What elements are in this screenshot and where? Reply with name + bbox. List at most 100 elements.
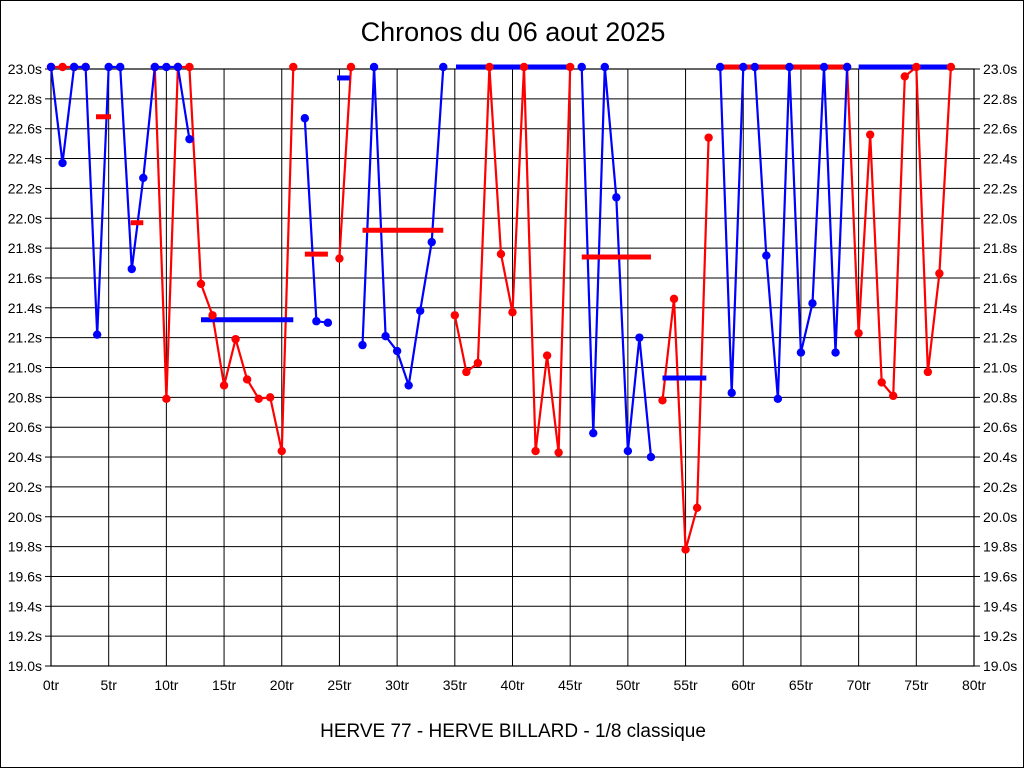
red-laps-point	[889, 391, 898, 401]
footer-caption: HERVE 77 - HERVE BILLARD - 1/8 classique	[320, 721, 706, 742]
y-axis-tick-label-left: 23.0s	[8, 61, 42, 77]
x-axis-tick-label: 45tr	[558, 677, 582, 693]
blue-laps-point	[139, 173, 148, 183]
blue-laps-point	[750, 62, 759, 72]
blue-laps-point	[116, 62, 125, 72]
y-axis-tick-label-left: 21.6s	[8, 270, 42, 286]
blue-laps-point	[369, 62, 379, 72]
blue-laps-point	[577, 62, 586, 72]
red-laps-point	[658, 396, 667, 405]
blue-laps-point	[69, 62, 79, 72]
red-laps-point	[450, 311, 460, 320]
blue-laps-point	[104, 62, 113, 72]
blue-laps-point	[785, 62, 794, 72]
blue-laps-point	[150, 62, 160, 72]
red-laps-point	[704, 133, 713, 142]
y-axis-tick-label-left: 19.6s	[8, 568, 42, 584]
red-laps-point	[877, 378, 886, 387]
blue-laps-point	[762, 251, 771, 260]
y-axis-tick-label-left: 21.8s	[8, 240, 42, 256]
y-axis-tick-label-right: 22.8s	[983, 91, 1017, 107]
red-laps-point	[865, 130, 875, 139]
y-axis-tick-label-left: 22.0s	[8, 210, 42, 226]
red-laps-point	[289, 62, 298, 72]
blue-laps-point	[127, 264, 136, 274]
blue-laps-point	[404, 381, 413, 390]
blue-laps-point	[831, 348, 840, 357]
y-axis-tick-label-right: 19.2s	[983, 628, 1017, 644]
y-axis-tick-label-left: 22.4s	[8, 151, 42, 167]
red-laps-point	[485, 62, 494, 72]
y-axis-tick-label-left: 22.2s	[8, 180, 42, 196]
blue-laps-point	[46, 62, 56, 72]
blue-laps-point	[612, 193, 621, 202]
blue-laps-segment	[580, 65, 653, 458]
y-axis-tick-label-right: 22.6s	[983, 121, 1017, 137]
y-axis-tick-label-left: 19.8s	[8, 539, 42, 555]
red-laps-point	[542, 351, 552, 360]
y-axis-tick-label-right: 19.4s	[983, 598, 1017, 614]
y-axis-tick-label-left: 19.0s	[8, 658, 42, 674]
y-axis-tick-label-right: 21.8s	[983, 240, 1017, 256]
red-laps-point	[254, 394, 263, 404]
y-axis-tick-label-right: 19.0s	[983, 658, 1017, 674]
x-axis-tick-label: 55tr	[674, 677, 698, 693]
blue-laps-point	[81, 62, 90, 72]
red-laps-point	[277, 446, 286, 456]
x-axis-tick-label: 25tr	[327, 677, 351, 693]
red-laps-point	[900, 72, 909, 81]
red-laps-point	[554, 448, 563, 457]
blue-laps-point	[185, 134, 194, 144]
blue-laps-segment	[49, 65, 191, 336]
y-axis-tick-label-left: 19.4s	[8, 598, 42, 614]
x-axis-tick-label: 70tr	[847, 677, 871, 693]
blue-laps-point	[381, 331, 390, 341]
y-axis-tick-label-left: 21.2s	[8, 330, 42, 346]
red-laps-point	[681, 545, 690, 554]
blue-laps-segment	[303, 118, 329, 324]
red-laps-segment	[846, 65, 952, 397]
x-axis-tick-label: 20tr	[270, 677, 294, 693]
x-axis-tick-label: 0tr	[43, 677, 60, 693]
y-axis-tick-label-left: 20.0s	[8, 509, 42, 525]
blue-laps-point	[427, 237, 436, 247]
blue-laps-points	[46, 62, 852, 462]
x-axis-tick-label: 35tr	[443, 677, 467, 693]
x-axis-tick-label: 5tr	[101, 677, 118, 693]
y-axis-tick-label-right: 21.6s	[983, 270, 1017, 286]
y-axis-tick-label-right: 19.8s	[983, 539, 1017, 555]
x-axis-tick-label: 60tr	[731, 677, 755, 693]
red-laps-point	[531, 446, 540, 456]
blue-laps-segment	[719, 65, 849, 400]
red-laps-point	[346, 62, 356, 72]
y-axis-tick-label-right: 21.2s	[983, 330, 1017, 346]
red-laps-point	[508, 308, 517, 317]
red-laps-point	[565, 62, 575, 72]
red-laps-point	[923, 367, 933, 377]
average-bars	[95, 64, 951, 381]
y-axis-tick-label-left: 22.8s	[8, 91, 42, 107]
y-axis-tick-label-right: 21.4s	[983, 300, 1017, 316]
blue-laps-point	[727, 388, 736, 398]
red-laps-point	[242, 375, 252, 384]
blue-laps-point	[300, 114, 310, 123]
blue-laps-point	[819, 62, 829, 72]
blue-laps-point	[92, 330, 102, 339]
blue-laps-point	[439, 62, 448, 72]
y-axis-tick-label-left: 20.8s	[8, 389, 42, 405]
blue-laps-point	[796, 348, 806, 357]
red-laps-point	[462, 367, 471, 377]
x-axis-tick-label: 75tr	[904, 677, 928, 693]
red-laps-point	[912, 62, 921, 72]
y-axis-tick-label-right: 20.4s	[983, 449, 1017, 465]
x-axis-tick-label: 15tr	[212, 677, 236, 693]
red-laps-point	[946, 62, 956, 72]
blue-laps-point	[842, 62, 852, 72]
blue-laps-point	[162, 62, 171, 72]
y-axis-tick-label-right: 20.6s	[983, 419, 1017, 435]
y-axis-tick-label-right: 22.0s	[983, 210, 1017, 226]
red-laps-point	[185, 62, 194, 72]
blue-laps-point	[635, 333, 644, 342]
